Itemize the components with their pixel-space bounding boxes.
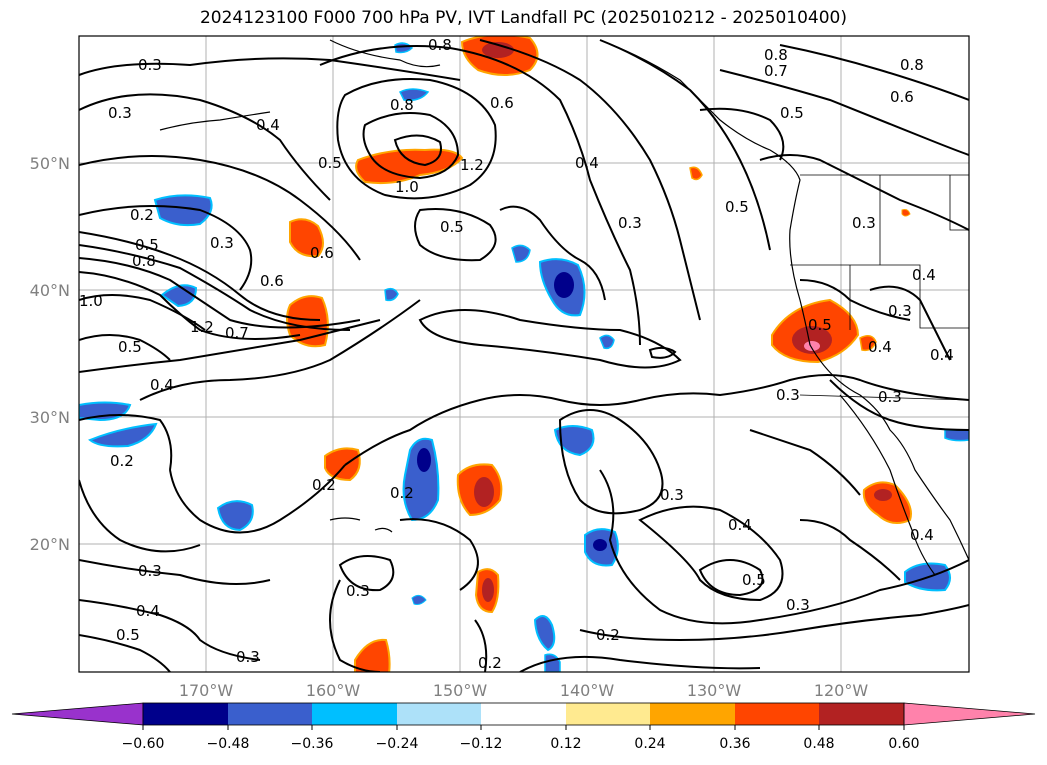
contour-label: 0.2 bbox=[130, 206, 154, 224]
map-frame bbox=[78, 35, 970, 673]
contour-label: 0.3 bbox=[852, 214, 876, 232]
colorbar-segment bbox=[650, 703, 735, 725]
pv-contours bbox=[79, 39, 969, 672]
contour-label: 0.3 bbox=[776, 386, 800, 404]
lat-label: 30°N bbox=[30, 408, 70, 427]
colorbar-frame bbox=[142, 702, 905, 726]
contour-label: 0.3 bbox=[346, 582, 370, 600]
colorbar-segment bbox=[397, 703, 481, 725]
contour-label: 0.5 bbox=[808, 316, 832, 334]
contour-label: 1.2 bbox=[190, 318, 214, 336]
colorbar-tick-label: 0.48 bbox=[803, 736, 834, 752]
contour-label: 0.4 bbox=[910, 526, 934, 544]
colorbar-tick-label: 0.36 bbox=[719, 736, 750, 752]
latitude-labels: 50°N 40°N 30°N 20°N bbox=[30, 154, 70, 554]
contour-label: 0.6 bbox=[490, 94, 514, 112]
contour-label: 0.6 bbox=[310, 244, 334, 262]
colorbar-tick-label: 0.12 bbox=[550, 736, 581, 752]
colorbar-segment bbox=[143, 703, 228, 725]
colorbar-tick-label: 0.60 bbox=[888, 736, 919, 752]
colorbar-extend-left bbox=[11, 702, 144, 726]
contour-label: 0.3 bbox=[888, 302, 912, 320]
colorbar-segment bbox=[228, 703, 312, 725]
contour-label: 0.5 bbox=[742, 571, 766, 589]
contour-label: 0.5 bbox=[116, 626, 140, 644]
map-title: 2024123100 F000 700 hPa PV, IVT Landfall… bbox=[199, 8, 847, 28]
lon-label: 120°W bbox=[814, 681, 869, 700]
contour-label: 0.3 bbox=[236, 648, 260, 666]
colorbar-tick-label: 0.24 bbox=[634, 736, 665, 752]
contour-label: 1.2 bbox=[460, 156, 484, 174]
contour-label: 0.3 bbox=[108, 104, 132, 122]
contour-label: 0.3 bbox=[138, 562, 162, 580]
colorbar-tick-label: −0.36 bbox=[291, 736, 334, 752]
contour-label: 1.0 bbox=[79, 292, 103, 310]
colorbar-segment bbox=[566, 703, 650, 725]
contour-label: 0.3 bbox=[210, 234, 234, 252]
contour-label: 0.3 bbox=[138, 56, 162, 74]
lat-label: 20°N bbox=[30, 535, 70, 554]
positive-anomalies bbox=[286, 36, 912, 672]
contour-label: 0.5 bbox=[440, 218, 464, 236]
negative-anomalies bbox=[79, 42, 969, 672]
colorbar: −0.60 −0.48 −0.36 −0.24 −0.12 0.12 0.24 … bbox=[11, 702, 1036, 752]
colorbar-segment bbox=[819, 703, 904, 725]
contour-label: 0.2 bbox=[478, 654, 502, 672]
contour-label: 1.0 bbox=[395, 178, 419, 196]
lon-label: 160°W bbox=[306, 681, 361, 700]
contour-label: 0.8 bbox=[428, 36, 452, 54]
coastlines bbox=[159, 39, 969, 576]
contour-labels: 0.3 0.3 0.4 0.5 0.2 0.3 0.5 0.8 1.0 1.2 … bbox=[79, 36, 954, 672]
contour-label: 0.4 bbox=[930, 346, 954, 364]
lat-label: 50°N bbox=[30, 154, 70, 173]
colorbar-tick-label: −0.60 bbox=[122, 736, 165, 752]
borders bbox=[790, 174, 969, 401]
contour-label: 0.5 bbox=[725, 198, 749, 216]
contour-label: 0.3 bbox=[660, 486, 684, 504]
longitude-labels: 170°W 160°W 150°W 140°W 130°W 120°W bbox=[179, 681, 869, 700]
contour-label: 0.4 bbox=[868, 338, 892, 356]
lat-label: 40°N bbox=[30, 281, 70, 300]
contour-label: 0.7 bbox=[764, 62, 788, 80]
contour-label: 0.4 bbox=[575, 154, 599, 172]
contour-label: 0.4 bbox=[728, 516, 752, 534]
colorbar-tick-label: −0.12 bbox=[460, 736, 503, 752]
colorbar-segment bbox=[735, 703, 819, 725]
contour-label: 0.2 bbox=[110, 452, 134, 470]
contour-label: 0.8 bbox=[764, 46, 788, 64]
contour-label: 0.4 bbox=[256, 116, 280, 134]
colorbar-tick-label: −0.24 bbox=[376, 736, 419, 752]
lon-label: 170°W bbox=[179, 681, 234, 700]
contour-label: 0.5 bbox=[780, 104, 804, 122]
contour-label: 0.3 bbox=[786, 596, 810, 614]
contour-label: 0.8 bbox=[900, 56, 924, 74]
contour-label: 0.8 bbox=[390, 96, 414, 114]
contour-label: 0.3 bbox=[618, 214, 642, 232]
colorbar-tick-label: −0.48 bbox=[207, 736, 250, 752]
contour-label: 0.6 bbox=[890, 88, 914, 106]
lon-label: 130°W bbox=[687, 681, 742, 700]
contour-label: 0.5 bbox=[135, 236, 159, 254]
contour-label: 0.2 bbox=[312, 476, 336, 494]
colorbar-segment bbox=[312, 703, 397, 725]
contour-label: 0.5 bbox=[318, 154, 342, 172]
contour-label: 0.2 bbox=[390, 484, 414, 502]
contour-label: 0.8 bbox=[132, 252, 156, 270]
lon-label: 150°W bbox=[433, 681, 488, 700]
colorbar-segment bbox=[481, 703, 566, 725]
colorbar-ticks bbox=[142, 725, 905, 730]
contour-label: 0.2 bbox=[596, 626, 620, 644]
contour-label: 0.4 bbox=[136, 602, 160, 620]
contour-label: 0.4 bbox=[912, 266, 936, 284]
contour-label: 0.7 bbox=[225, 324, 249, 342]
colorbar-extend-right bbox=[903, 702, 1036, 726]
lon-label: 140°W bbox=[560, 681, 615, 700]
contour-label: 0.6 bbox=[260, 272, 284, 290]
gridlines bbox=[79, 36, 969, 672]
contour-label: 0.4 bbox=[150, 376, 174, 394]
contour-label: 0.3 bbox=[878, 388, 902, 406]
contour-label: 0.5 bbox=[118, 338, 142, 356]
